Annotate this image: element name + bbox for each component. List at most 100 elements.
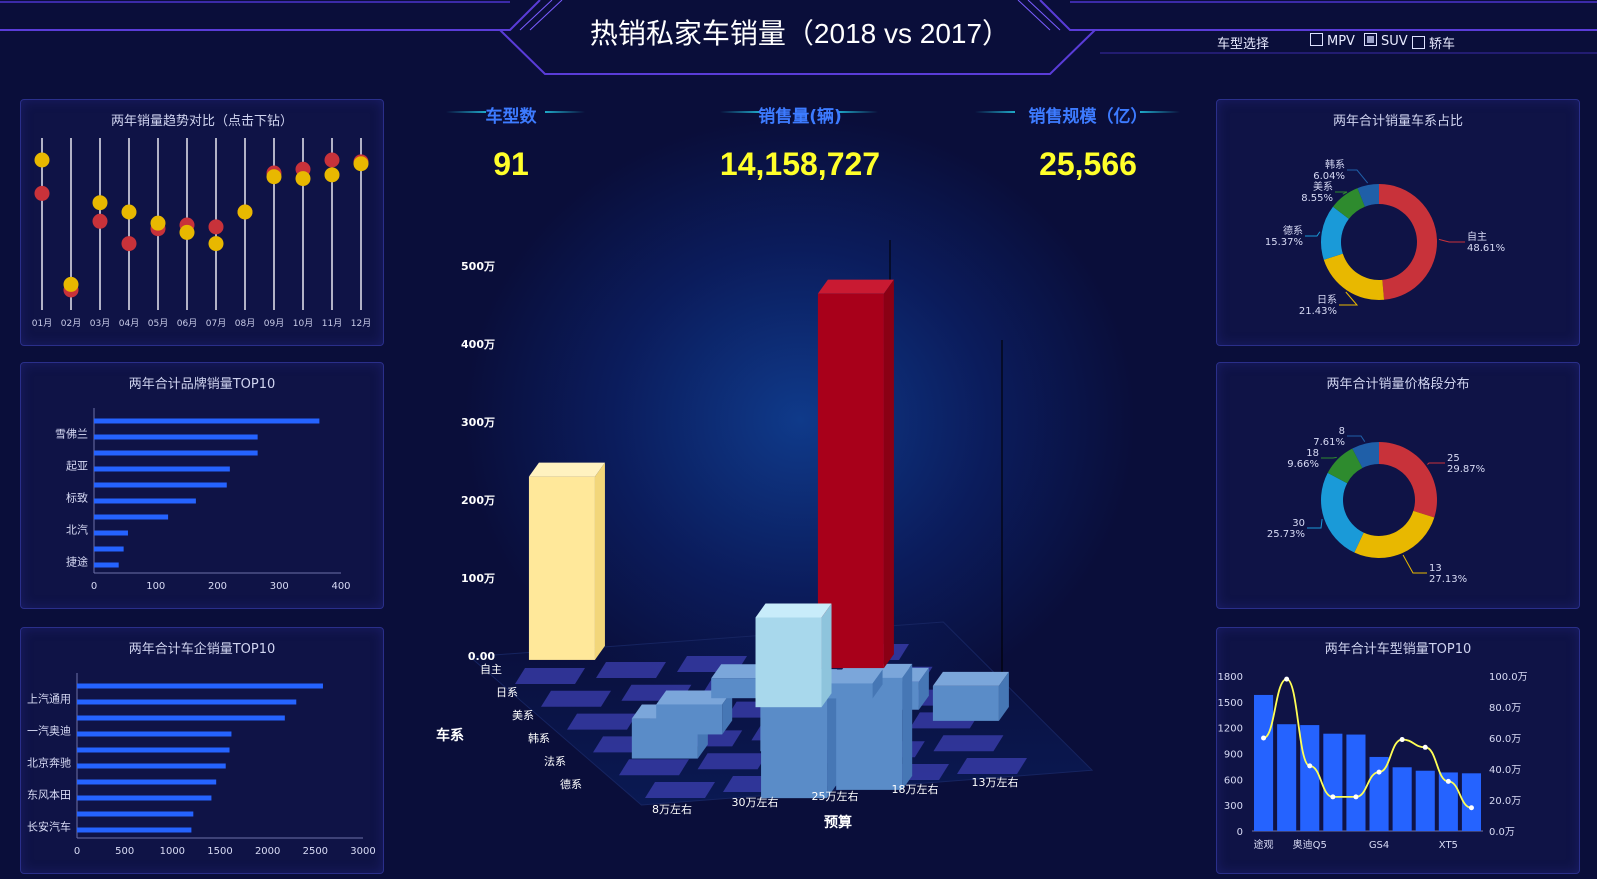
model-y-right-tick: 20.0万 [1489,796,1521,807]
trend-dot-2018 [295,171,311,187]
bar3d-block-side [722,690,733,735]
model-x-tick: 奥迪Q5 [1293,838,1327,851]
company-y-label: 东风本田 [27,788,71,802]
origin-slice-美系 [1332,188,1365,219]
origin-leader [1305,231,1321,237]
brand-y-label: 标致 [66,491,88,505]
price-slice-18 [1327,448,1363,484]
company-bar [77,795,212,801]
model-line-point [1261,735,1267,741]
brand-bar [94,418,320,424]
trend-x-tick: 02月 [61,318,81,329]
trend-dot-2017 [34,185,50,201]
company-x-tick: 0 [74,846,80,857]
trend-x-tick: 11月 [322,318,342,329]
model-y-left-tick: 1500 [1218,698,1243,709]
model-y-right-tick: 40.0万 [1489,765,1521,776]
bar3d-series-label: 美系 [512,709,534,722]
company-bar [77,747,230,753]
price-percent: 9.66% [1287,459,1319,470]
trend-x-tick: 07月 [206,318,226,329]
bar3d-block-side [918,667,929,710]
price-slice-25 [1379,442,1437,518]
brand-y-label: 起亚 [66,460,88,473]
price-leader [1402,554,1427,574]
price-leader [1427,462,1445,465]
model-y-left-tick: 300 [1224,801,1243,812]
model-line-point [1330,794,1336,800]
option-suv[interactable]: SUV [1364,33,1408,49]
model-bar [1438,772,1458,831]
company-x-tick: 2500 [303,846,328,857]
option-sedan[interactable]: 轿车 [1412,33,1455,52]
brand-bar [94,482,227,488]
model-y-right-tick: 60.0万 [1489,734,1521,745]
model-chart[interactable]: 0 300 600 900 1200 1500 1800 0.0万 20.0万 40.0万 60.0… [1217,628,1579,873]
trend-x-tick: 06月 [177,318,197,329]
origin-label: 德系 [1283,224,1303,237]
origin-label: 韩系 [1325,158,1345,171]
bar3d-bar-德系-side [883,279,894,669]
bar3d-block-side [998,671,1009,721]
price-label: 13 [1429,563,1442,574]
company-x-tick: 2000 [255,846,280,857]
bar3d-budget-label: 8万左右 [652,802,692,816]
model-y-right-tick: 100.0万 [1489,672,1528,683]
option-mpv[interactable]: MPV [1310,33,1355,49]
trend-x-tick: 09月 [264,318,284,329]
company-x-tick: 1000 [160,846,185,857]
model-line-point [1445,778,1451,784]
company-bar [77,763,226,769]
bar3d-block-side [827,669,838,799]
brand-x-tick: 300 [270,581,289,592]
trend-dot-2018 [63,276,79,292]
bar3d-budget-label: 25万左右 [812,789,859,803]
model-bar [1415,770,1435,831]
company-y-label: 一汽奥迪 [27,724,71,738]
origin-slice-德系 [1321,206,1349,260]
company-bar [77,779,217,785]
origin-percent: 48.61% [1467,243,1505,254]
kpi-deco-line [545,111,585,113]
bar3d-series-label: 德系 [560,777,582,791]
trend-chart[interactable]: 01月 02月 03月 04月 05月 06月 07月 08月 09月 10月 11月 12月 [21,100,383,345]
checkbox[interactable] [1412,36,1425,49]
price-label: 8 [1339,426,1345,437]
company-x-tick: 1500 [207,846,232,857]
company-y-label: 上汽通用 [27,692,71,706]
trend-x-tick: 04月 [119,318,139,329]
trend-dot-2018 [237,204,253,220]
bar3d-cell-tile [957,758,1027,774]
bar3d-series-label: 法系 [544,754,566,768]
bar3d-bar-自主-top [528,462,605,477]
bar3d-x-title: 预算 [824,814,852,831]
price-label: 18 [1306,448,1319,459]
brand-bar [94,450,258,456]
model-line-point [1422,744,1428,750]
model-y-left-tick: 900 [1224,750,1243,761]
origin-panel: 两年合计销量车系占比 自主 48.61% 日系 21.43% 德系 15.37% 美系 8.5… [1216,99,1580,346]
model-line-point [1307,763,1313,769]
checkbox[interactable] [1310,33,1323,46]
origin-label: 自主 [1467,230,1487,243]
bar3d-block-top [932,671,1009,686]
trend-x-tick: 12月 [351,318,371,329]
bar3d-bar-美系-side [821,603,832,708]
trend-x-tick: 03月 [90,318,110,329]
model-bar [1323,733,1343,831]
price-percent: 27.13% [1429,574,1467,585]
kpi-model-count-label: 车型数 [485,107,537,127]
brand-title: 两年合计品牌销量TOP10 [128,377,276,392]
bar3d-z-tick: 300万 [461,416,495,429]
brand-bar [94,562,119,568]
bar3d-cell-tile [697,753,768,770]
trend-panel[interactable]: 两年销量趋势对比（点击下钻） 01月 02月 03月 04月 05月 06月 07月 08月 0… [20,99,384,346]
checkbox[interactable] [1364,33,1377,46]
model-bar [1461,773,1481,831]
trend-dot-2018 [353,156,369,172]
